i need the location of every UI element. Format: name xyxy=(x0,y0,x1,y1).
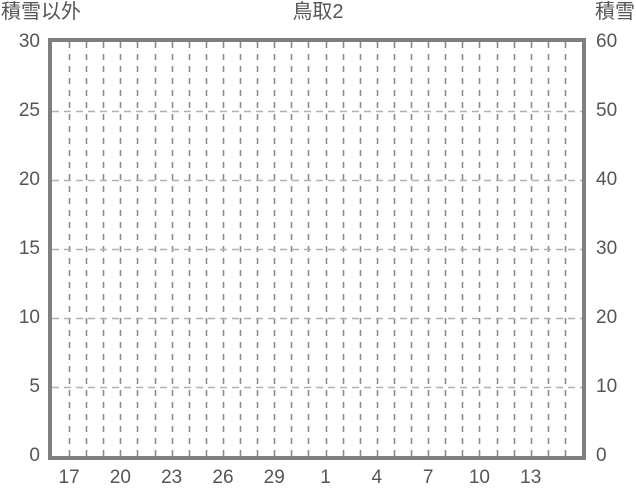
left-ytick-25: 25 xyxy=(18,100,40,121)
right-ytick-40: 40 xyxy=(596,169,618,190)
left-ytick-20: 20 xyxy=(18,169,40,190)
right-ytick-20: 20 xyxy=(596,307,618,328)
chart-title: 鳥取2 xyxy=(292,1,344,23)
right-ytick-30: 30 xyxy=(596,238,618,259)
xtick-7: 7 xyxy=(422,467,434,488)
left-ytick-15: 15 xyxy=(18,238,40,259)
left-ytick-30: 30 xyxy=(18,31,40,52)
xtick-20: 20 xyxy=(109,467,131,488)
xtick-10: 10 xyxy=(468,467,490,488)
xtick-23: 23 xyxy=(161,467,183,488)
xtick-4: 4 xyxy=(371,467,383,488)
xtick-29: 29 xyxy=(263,467,285,488)
xtick-13: 13 xyxy=(520,467,542,488)
right-ytick-0: 0 xyxy=(596,445,607,466)
right-ytick-10: 10 xyxy=(596,376,618,397)
plot-area xyxy=(52,42,582,456)
left-ytick-0: 0 xyxy=(29,445,40,466)
right-axis-unit-label: 積雪 xyxy=(595,1,635,23)
left-ytick-5: 5 xyxy=(29,376,40,397)
left-axis-unit-label: 積雪以外 xyxy=(1,1,81,23)
right-ytick-60: 60 xyxy=(596,31,618,52)
xtick-17: 17 xyxy=(58,467,80,488)
right-ytick-50: 50 xyxy=(596,100,618,121)
xtick-26: 26 xyxy=(212,467,234,488)
xtick-1: 1 xyxy=(320,467,331,488)
gridlines xyxy=(52,42,582,456)
left-ytick-10: 10 xyxy=(18,307,40,328)
plot-frame xyxy=(48,38,586,460)
